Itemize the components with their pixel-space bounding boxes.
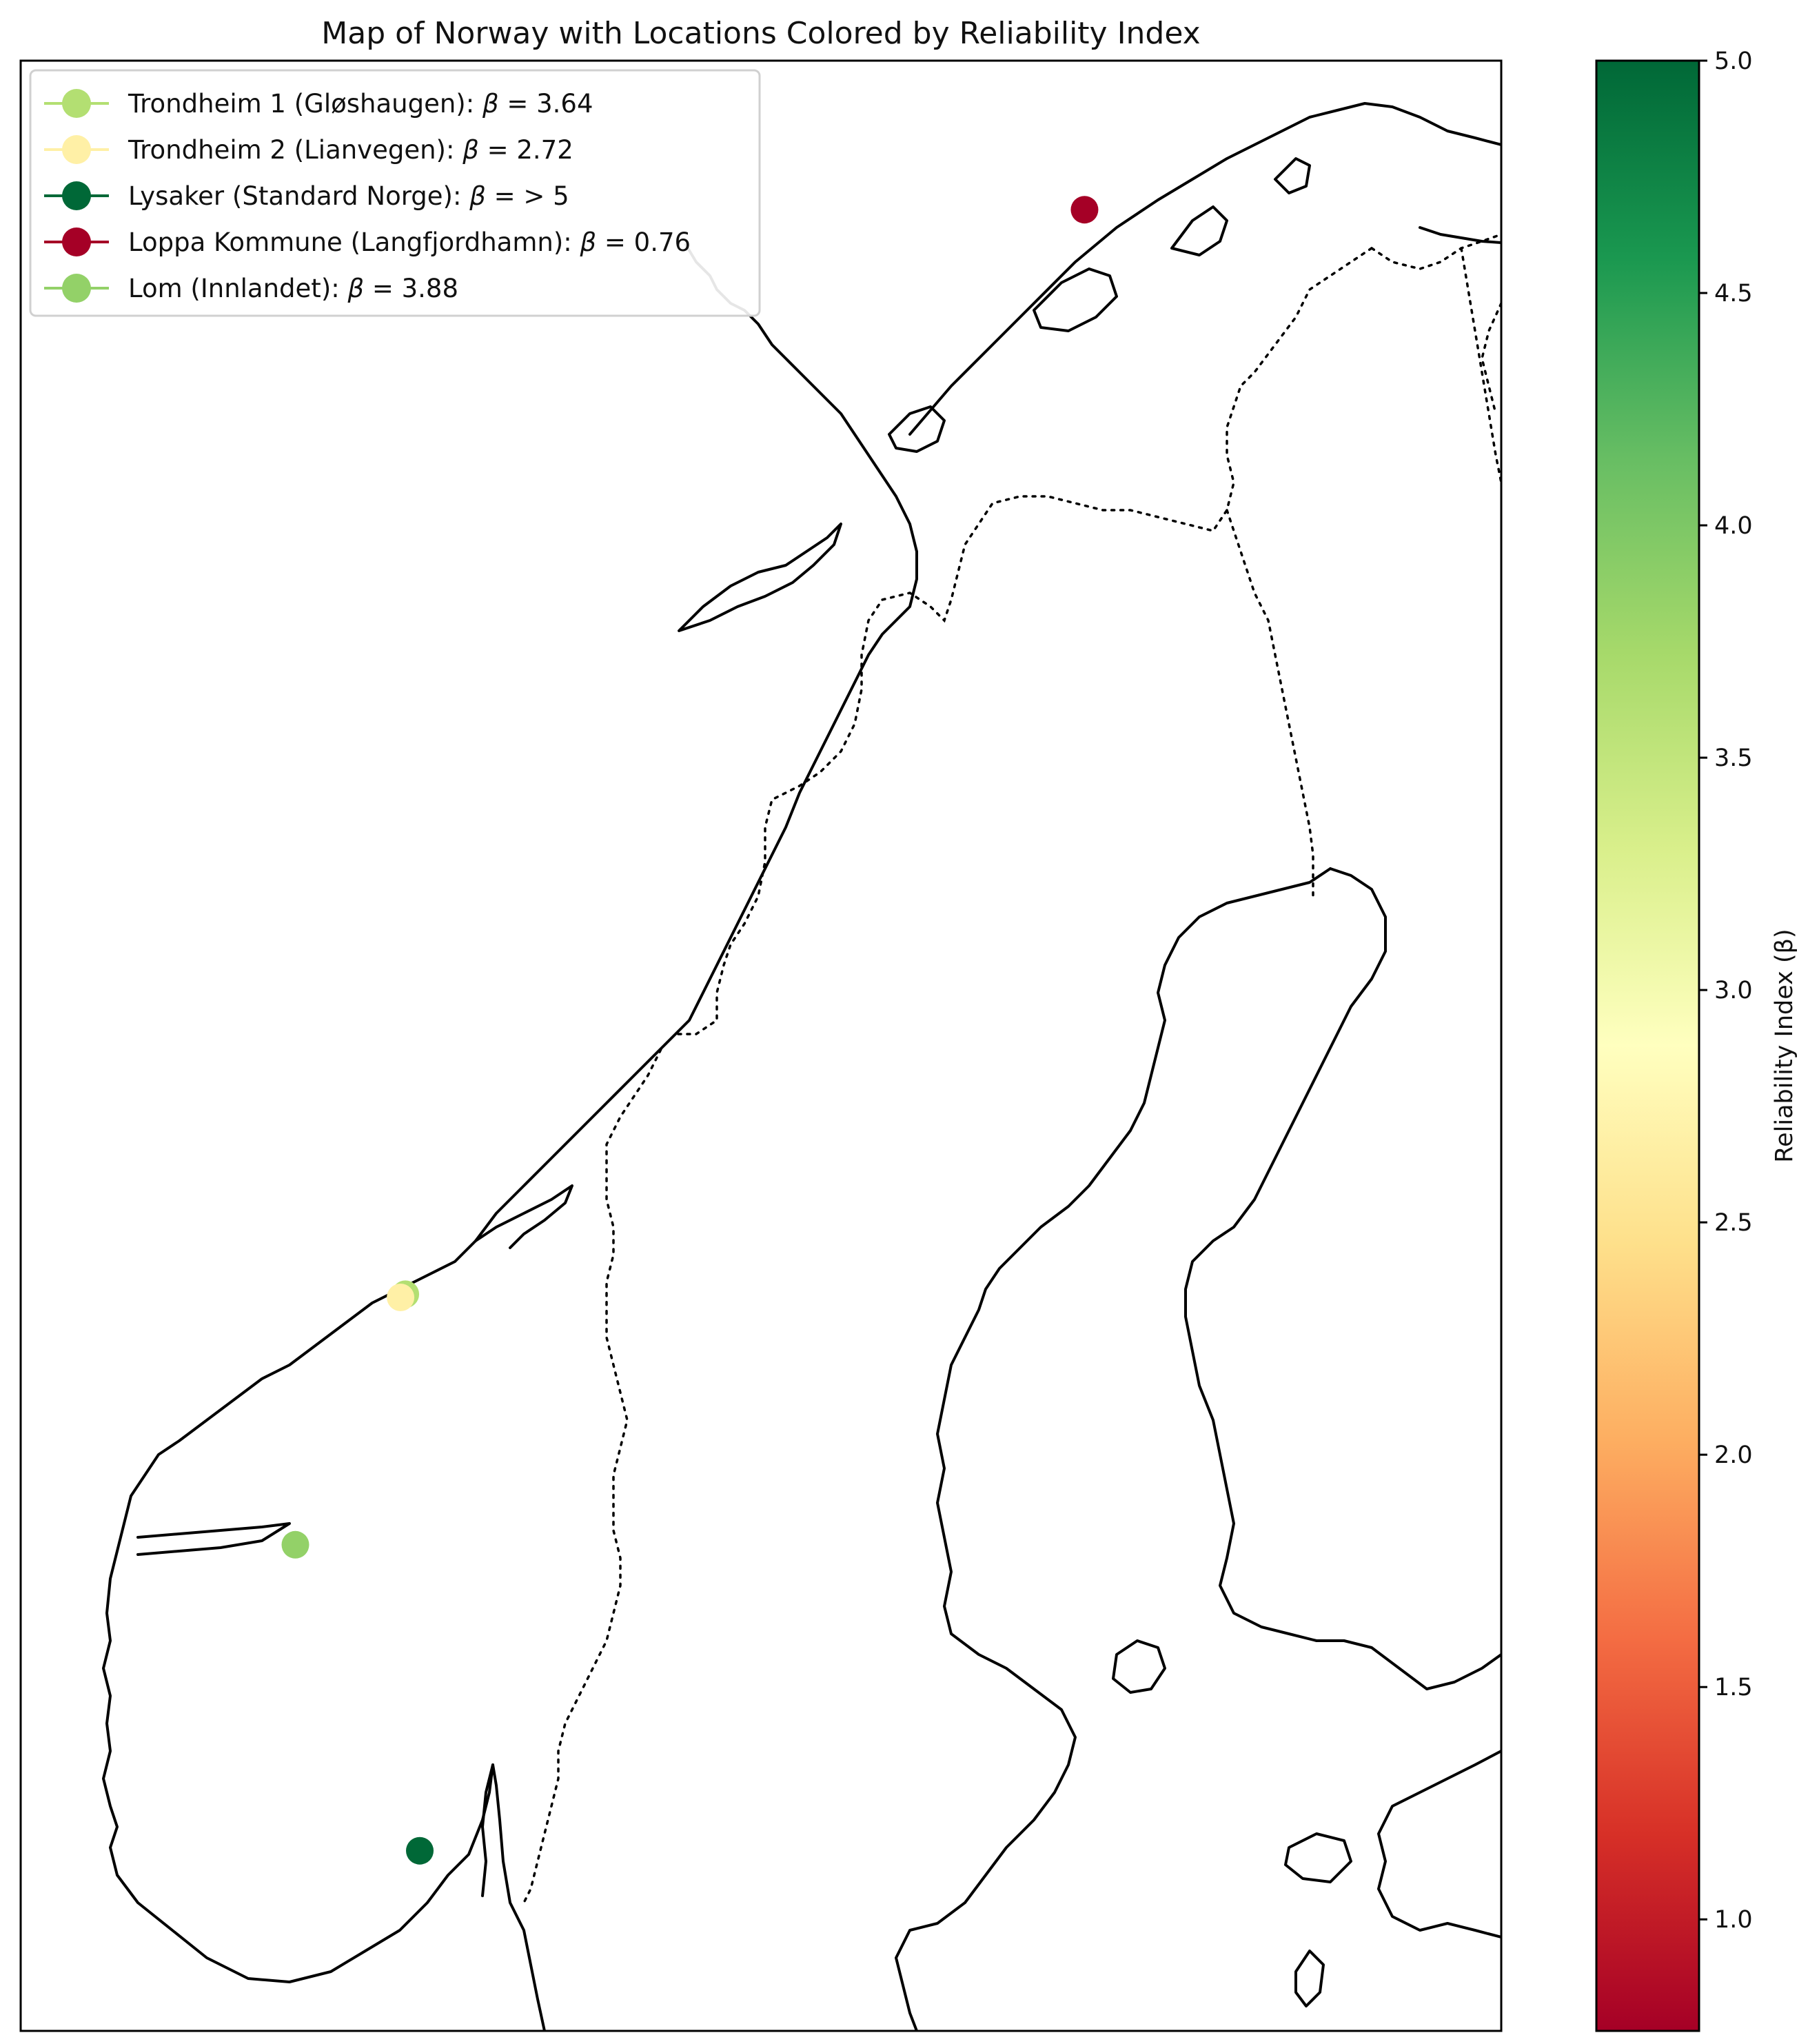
- colorbar-tick-label: 3.5: [1714, 745, 1753, 772]
- colorbar-tick-label: 4.5: [1714, 280, 1753, 307]
- northern-fjord-island-1: [1033, 267, 1118, 332]
- russia-east-border: [1481, 302, 1501, 415]
- legend-marker-4: [62, 274, 91, 303]
- northern-fjord-island-3: [1274, 157, 1311, 194]
- legend-label-4: Lom (Innlandet): β = 3.88: [128, 274, 458, 303]
- norway-finland-border: [1370, 233, 1501, 270]
- colorbar-gradient: [1595, 59, 1700, 2032]
- varanger-fjord: [1419, 226, 1501, 244]
- map-title: Map of Norway with Locations Colored by …: [321, 16, 1200, 51]
- northern-fjord-island-2: [1170, 205, 1228, 256]
- north-cape-coast: [908, 102, 1501, 436]
- colorbar: 1.0 1.5 2.0 2.5 3.0 3.5 4.0 4.5 5.0 Reliability …: [1595, 48, 1798, 2032]
- sweden-finland-border: [1226, 509, 1314, 898]
- oslo-fjord: [481, 1763, 494, 1897]
- location-marker-2[interactable]: [406, 1836, 434, 1865]
- colorbar-tick-label: 1.5: [1714, 1674, 1753, 1701]
- location-marker-4[interactable]: [281, 1530, 309, 1559]
- legend-beta-value: = 3.64: [499, 89, 593, 119]
- legend-beta-value: = 2.72: [479, 135, 573, 165]
- gotland-island: [1294, 1950, 1325, 2007]
- legend-label-1: Trondheim 2 (Lianvegen): β = 2.72: [128, 135, 573, 165]
- location-markers: [281, 196, 1099, 1865]
- location-marker-1[interactable]: [387, 1284, 415, 1311]
- legend-label-0: Trondheim 1 (Gløshaugen): β = 3.64: [128, 89, 593, 119]
- legend-box: [29, 69, 761, 317]
- legend-label-name: Lom (Innlandet):: [128, 274, 347, 303]
- sogne-fjord: [136, 1522, 291, 1556]
- gulf-of-bothnia-east-coast: [1184, 867, 1501, 1690]
- legend-marker-2: [62, 181, 91, 210]
- aland-islands: [1112, 1639, 1166, 1694]
- map-layer: [102, 102, 1501, 2031]
- trondheim-fjord: [474, 1184, 573, 1249]
- legend-label-name: Lysaker (Standard Norge):: [128, 181, 469, 211]
- legend-beta-value: = 0.76: [596, 227, 691, 257]
- legend-marker-0: [62, 89, 91, 118]
- senja-island: [888, 405, 946, 453]
- colorbar-tick-label: 1.0: [1714, 1906, 1753, 1934]
- legend-beta-symbol: β: [462, 135, 479, 165]
- legend-marker-3: [62, 227, 91, 256]
- legend-marker-1: [62, 135, 91, 164]
- legend-beta-symbol: β: [580, 227, 597, 257]
- legend-label-2: Lysaker (Standard Norge): β = > 5: [128, 181, 569, 211]
- legend-label-name: Trondheim 1 (Gløshaugen):: [128, 89, 482, 119]
- norway-sweden-border: [522, 247, 1373, 1904]
- colorbar-label: Reliability Index (β): [1771, 929, 1798, 1162]
- legend-beta-symbol: β: [469, 181, 486, 211]
- location-marker-3[interactable]: [1070, 196, 1099, 224]
- colorbar-tick-label: 3.0: [1714, 977, 1753, 1004]
- legend-beta-value: = > 5: [486, 181, 569, 211]
- estonia-coast: [1377, 1750, 1501, 1939]
- legend-label-3: Loppa Kommune (Langfjordhamn): β = 0.76: [128, 227, 691, 257]
- finland-russia-border: [1460, 247, 1501, 484]
- legend-label-name: Trondheim 2 (Lianvegen):: [128, 135, 463, 165]
- colorbar-tick-label: 2.0: [1714, 1441, 1753, 1469]
- map-frame: [19, 59, 1503, 2032]
- legend-beta-value: = 3.88: [364, 274, 458, 303]
- lofoten-islands: [678, 523, 842, 632]
- colorbar-tick-label: 5.0: [1714, 48, 1753, 75]
- legend-label-name: Loppa Kommune (Langfjordhamn):: [128, 227, 580, 257]
- colorbar-tick-label: 2.5: [1714, 1209, 1753, 1237]
- legend: Trondheim 1 (Gløshaugen): β = 3.64Trondh…: [29, 69, 761, 317]
- legend-beta-symbol: β: [482, 89, 499, 119]
- colorbar-tick-label: 4.0: [1714, 512, 1753, 540]
- legend-beta-symbol: β: [347, 274, 364, 303]
- gulf-of-bothnia-west-coast: [895, 867, 1332, 2031]
- saaremaa-island: [1284, 1832, 1352, 1883]
